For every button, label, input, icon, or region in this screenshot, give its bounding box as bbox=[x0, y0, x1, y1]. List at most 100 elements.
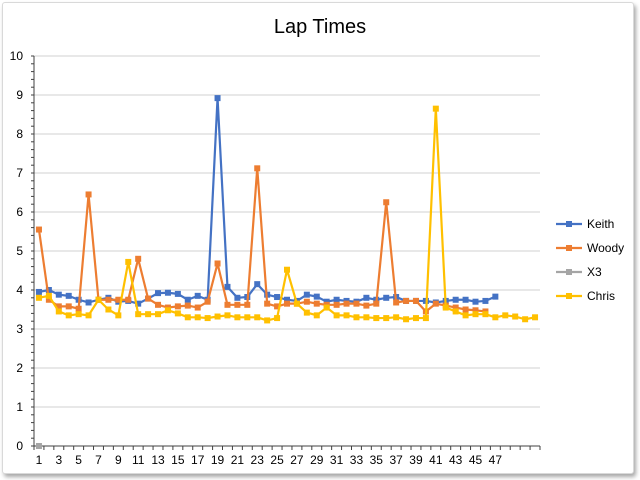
data-point-keith bbox=[224, 283, 231, 290]
data-point-keith bbox=[85, 299, 92, 306]
legend-label-x3: X3 bbox=[587, 265, 602, 279]
data-point-woody bbox=[432, 300, 439, 307]
data-point-woody bbox=[333, 301, 340, 308]
data-point-woody bbox=[75, 305, 82, 312]
data-point-keith bbox=[284, 296, 290, 303]
data-point-woody bbox=[393, 299, 400, 306]
data-point-chris bbox=[452, 308, 459, 315]
data-point-chris bbox=[105, 306, 112, 313]
x-tick-label: 21 bbox=[231, 453, 245, 467]
data-point-chris bbox=[125, 258, 132, 265]
legend-marker-woody bbox=[566, 245, 572, 251]
legend-label-chris: Chris bbox=[587, 289, 615, 303]
data-point-woody bbox=[264, 300, 271, 307]
data-point-chris bbox=[412, 315, 419, 322]
data-point-chris bbox=[333, 312, 340, 319]
series-layer bbox=[35, 95, 539, 449]
data-point-chris bbox=[194, 314, 201, 321]
data-point-chris bbox=[313, 312, 320, 319]
data-point-keith bbox=[135, 300, 142, 307]
data-point-chris bbox=[45, 292, 52, 299]
y-axis-ticks: 0 1 2 3 4 5 6 7 8 9 10 bbox=[10, 49, 24, 453]
data-point-woody bbox=[234, 301, 241, 308]
series-chris bbox=[35, 105, 539, 324]
data-point-chris bbox=[174, 310, 181, 317]
x-tick-label: 45 bbox=[469, 453, 483, 467]
data-point-woody bbox=[125, 296, 132, 303]
data-point-chris bbox=[422, 315, 429, 322]
x-tick-label: 31 bbox=[330, 453, 344, 467]
data-point-woody bbox=[214, 260, 221, 267]
chart-title: Lap Times bbox=[274, 16, 366, 38]
data-point-woody bbox=[284, 300, 290, 307]
data-point-chris bbox=[323, 304, 330, 311]
y-tick-label: 10 bbox=[10, 49, 24, 63]
data-point-keith bbox=[55, 291, 62, 298]
x-axis-ticks: 1 3 5 7 9 11 13 15 17 19 21 23 25 27 29 31 33 35 37 39 41 43 4… bbox=[36, 453, 503, 467]
data-point-chris bbox=[353, 314, 360, 321]
data-point-keith bbox=[363, 294, 370, 301]
x-tick-label: 13 bbox=[151, 453, 165, 467]
data-point-woody bbox=[45, 296, 52, 303]
data-point-chris bbox=[532, 314, 539, 321]
series-woody bbox=[35, 165, 489, 315]
series-x3 bbox=[35, 443, 42, 449]
y-tick-label: 2 bbox=[16, 361, 23, 375]
legend-item-woody: Woody bbox=[556, 241, 624, 255]
data-point-chris bbox=[343, 312, 350, 319]
data-point-keith bbox=[164, 289, 171, 296]
data-point-chris bbox=[472, 311, 479, 318]
y-tick-label: 8 bbox=[16, 127, 23, 141]
data-point-woody bbox=[472, 307, 479, 314]
data-point-chris bbox=[432, 105, 439, 112]
data-point-keith bbox=[482, 297, 489, 304]
data-point-woody bbox=[363, 302, 370, 309]
data-point-woody bbox=[155, 301, 162, 308]
data-point-keith bbox=[472, 298, 479, 305]
x-tick-label: 3 bbox=[55, 453, 62, 467]
data-point-chris bbox=[184, 314, 191, 321]
data-point-woody bbox=[313, 300, 320, 307]
y-tick-label: 4 bbox=[16, 283, 23, 297]
legend-label-woody: Woody bbox=[587, 241, 624, 255]
data-point-keith bbox=[45, 287, 52, 293]
data-point-chris bbox=[264, 317, 271, 324]
data-point-chris bbox=[115, 312, 122, 319]
data-point-keith bbox=[254, 281, 261, 288]
data-point-chris bbox=[482, 311, 489, 318]
data-point-keith bbox=[274, 294, 281, 301]
x-tick-label: 25 bbox=[270, 453, 284, 467]
data-point-chris bbox=[35, 294, 42, 301]
data-point-chris bbox=[95, 296, 102, 303]
y-tick-label: 9 bbox=[16, 88, 23, 102]
data-point-chris bbox=[234, 314, 241, 321]
x-tick-label: 37 bbox=[389, 453, 403, 467]
data-point-woody bbox=[224, 301, 231, 308]
data-point-woody bbox=[65, 303, 72, 310]
x-tick-label: 7 bbox=[95, 453, 102, 467]
series-line-keith bbox=[38, 97, 496, 305]
x-tick-label: 29 bbox=[310, 453, 324, 467]
x-tick-label: 11 bbox=[132, 453, 145, 467]
x-tick-label: 17 bbox=[191, 453, 205, 467]
data-point-keith bbox=[35, 288, 42, 295]
data-point-keith bbox=[234, 294, 241, 301]
data-point-woody bbox=[373, 300, 380, 307]
data-point-chris bbox=[55, 308, 62, 315]
data-point-woody bbox=[115, 296, 122, 303]
data-point-chris bbox=[492, 314, 499, 321]
data-point-woody bbox=[194, 304, 201, 311]
data-point-chris bbox=[293, 300, 300, 307]
x-tick-label: 19 bbox=[211, 453, 225, 467]
data-point-woody bbox=[274, 303, 281, 310]
data-point-chris bbox=[442, 304, 449, 311]
data-point-chris bbox=[512, 313, 519, 320]
data-point-woody bbox=[204, 298, 211, 305]
data-point-chris bbox=[363, 314, 370, 321]
data-point-keith bbox=[313, 293, 320, 300]
y-tick-label: 7 bbox=[16, 166, 23, 180]
legend: Keith Woody X3 Chris bbox=[556, 217, 624, 303]
legend-marker-keith bbox=[566, 221, 572, 227]
data-point-chris bbox=[145, 311, 152, 318]
y-tick-label: 1 bbox=[16, 400, 23, 414]
